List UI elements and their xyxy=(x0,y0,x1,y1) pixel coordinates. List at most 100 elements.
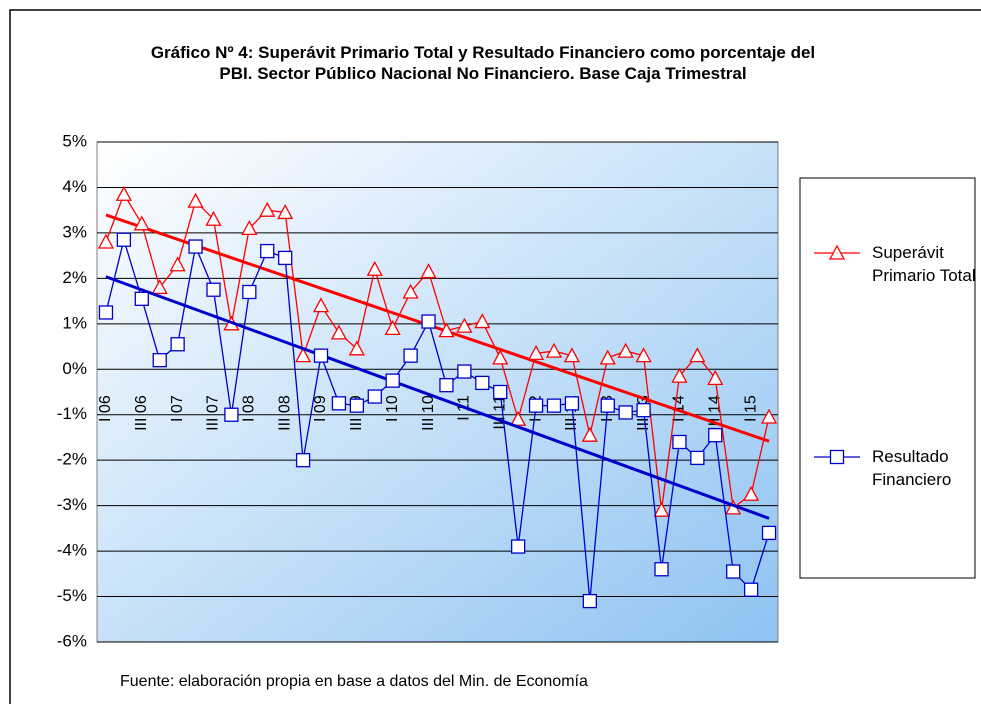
y-tick-label: -1% xyxy=(57,404,87,423)
square-marker xyxy=(510,539,526,554)
series-line xyxy=(105,192,770,511)
y-tick-label: -2% xyxy=(57,450,87,469)
square-marker xyxy=(152,353,167,368)
triangle-marker xyxy=(599,349,616,365)
y-tick-label: 5% xyxy=(62,131,87,150)
triangle-marker xyxy=(760,408,778,424)
triangle-marker xyxy=(527,344,545,361)
square-marker xyxy=(708,428,723,443)
square-marker xyxy=(761,525,777,541)
triangle-marker xyxy=(402,283,419,299)
y-tick-label: -6% xyxy=(57,631,87,650)
square-marker xyxy=(600,398,615,413)
triangle-marker xyxy=(295,347,312,363)
triangle-marker xyxy=(169,256,186,272)
x-tick-label: III 07 xyxy=(205,395,222,431)
triangle-marker xyxy=(545,342,563,358)
square-marker xyxy=(349,398,365,413)
y-tick-label: 4% xyxy=(62,177,87,196)
x-tick-label: III 08 xyxy=(276,395,293,431)
square-marker xyxy=(260,243,275,259)
triangle-marker xyxy=(348,340,365,356)
x-tick-label: I 06 xyxy=(97,395,114,422)
triangle-marker xyxy=(707,369,724,386)
square-marker xyxy=(224,407,239,422)
triangle-marker xyxy=(133,215,150,231)
x-tick-label: I 10 xyxy=(384,395,401,422)
square-marker xyxy=(206,282,221,297)
y-tick-label: 3% xyxy=(62,222,87,241)
x-tick-label: III 11 xyxy=(491,395,508,429)
triangle-marker xyxy=(510,410,527,426)
square-marker xyxy=(439,378,454,393)
legend-box xyxy=(799,177,976,579)
square-marker xyxy=(98,305,114,320)
x-tick-label: III 06 xyxy=(133,395,150,431)
square-marker xyxy=(546,398,562,413)
square-marker xyxy=(690,450,705,466)
x-tick-label: I 15 xyxy=(742,395,759,422)
triangle-marker xyxy=(187,192,204,208)
x-tick-label: I 09 xyxy=(312,395,329,422)
y-tick-label: 0% xyxy=(62,359,87,378)
square-marker xyxy=(726,564,741,579)
square-marker xyxy=(403,348,418,363)
square-marker xyxy=(421,314,436,329)
square-marker xyxy=(242,284,257,300)
chart-title: Gráfico Nº 4: Superávit Primario Total y… xyxy=(150,43,816,83)
square-marker xyxy=(564,396,580,411)
triangle-marker xyxy=(366,260,383,276)
square-marker xyxy=(493,384,508,400)
square-marker xyxy=(295,453,311,468)
triangle-marker xyxy=(115,185,132,201)
triangle-marker xyxy=(241,219,258,236)
chart-frame xyxy=(9,9,981,704)
square-marker xyxy=(475,375,490,391)
square-marker xyxy=(385,373,400,388)
square-marker xyxy=(654,562,669,577)
triangle-marker xyxy=(420,263,437,279)
series-line xyxy=(105,237,770,602)
triangle-marker xyxy=(97,233,115,249)
triangle-marker xyxy=(205,210,222,226)
square-marker xyxy=(743,582,759,597)
y-tick-label: -4% xyxy=(57,541,87,560)
triangle-marker xyxy=(743,485,760,501)
square-marker xyxy=(331,396,347,411)
triangle-marker xyxy=(635,347,652,363)
square-marker xyxy=(528,398,544,413)
legend-marker xyxy=(828,244,846,260)
triangle-marker xyxy=(259,201,276,217)
trend-line xyxy=(105,275,770,520)
triangle-marker xyxy=(671,367,688,383)
y-tick-label: -3% xyxy=(57,495,87,514)
triangle-marker xyxy=(653,501,670,517)
triangle-marker xyxy=(438,322,455,338)
triangle-marker xyxy=(492,349,509,365)
legend-marker xyxy=(829,449,845,465)
triangle-marker xyxy=(312,297,330,313)
y-tick-label: 2% xyxy=(62,268,87,287)
legend-label: Superávit Primario Total xyxy=(872,243,976,285)
trend-line xyxy=(105,213,770,443)
triangle-marker xyxy=(330,324,348,340)
triangle-marker xyxy=(277,204,294,220)
square-marker xyxy=(582,593,597,609)
square-marker xyxy=(188,239,203,254)
square-marker xyxy=(278,250,293,266)
triangle-marker xyxy=(581,426,598,442)
triangle-marker xyxy=(689,347,706,363)
x-tick-label: I 07 xyxy=(169,395,186,422)
x-tick-label: III 10 xyxy=(420,395,437,431)
square-marker xyxy=(672,434,687,450)
triangle-marker xyxy=(617,342,634,358)
source-note: Fuente: elaboración propia en base a dat… xyxy=(120,673,588,690)
square-marker xyxy=(170,337,185,352)
square-marker xyxy=(636,403,651,418)
triangle-marker xyxy=(474,313,491,329)
triangle-marker xyxy=(384,319,401,336)
legend-label: Resultado Financiero xyxy=(872,447,952,489)
y-tick-label: 1% xyxy=(62,313,87,332)
